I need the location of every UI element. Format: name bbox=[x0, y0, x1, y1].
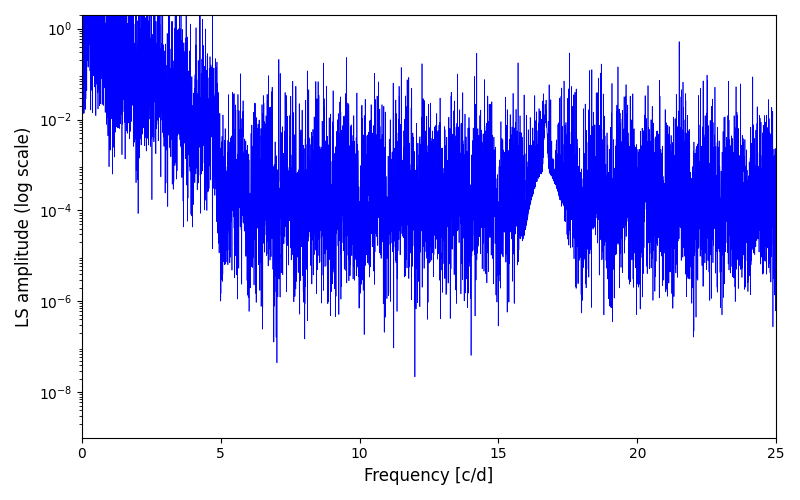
Y-axis label: LS amplitude (log scale): LS amplitude (log scale) bbox=[15, 126, 33, 326]
X-axis label: Frequency [c/d]: Frequency [c/d] bbox=[364, 467, 494, 485]
